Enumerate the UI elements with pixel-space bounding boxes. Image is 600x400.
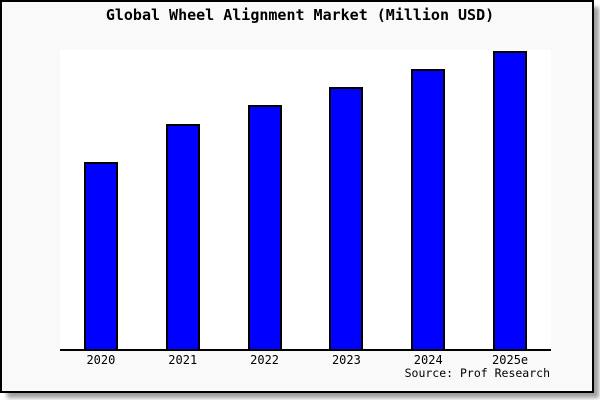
chart-title: Global Wheel Alignment Market (Million U… [105, 6, 495, 24]
x-tick-2023: 2023 [331, 353, 361, 367]
bar-2025e [493, 51, 528, 349]
x-tick-2025e: 2025e [492, 353, 529, 367]
bar-2022 [247, 105, 282, 349]
x-tick-2021: 2021 [168, 353, 198, 367]
plot-area [60, 50, 551, 351]
source-label: Source: Prof Research [404, 366, 550, 380]
bar-2020 [83, 162, 118, 349]
x-tick-2022: 2022 [250, 353, 280, 367]
x-tick-2024: 2024 [413, 353, 443, 367]
bar-2023 [329, 87, 364, 349]
bar-2021 [165, 124, 200, 349]
x-tick-2020: 2020 [86, 353, 116, 367]
bar-2024 [411, 69, 446, 349]
